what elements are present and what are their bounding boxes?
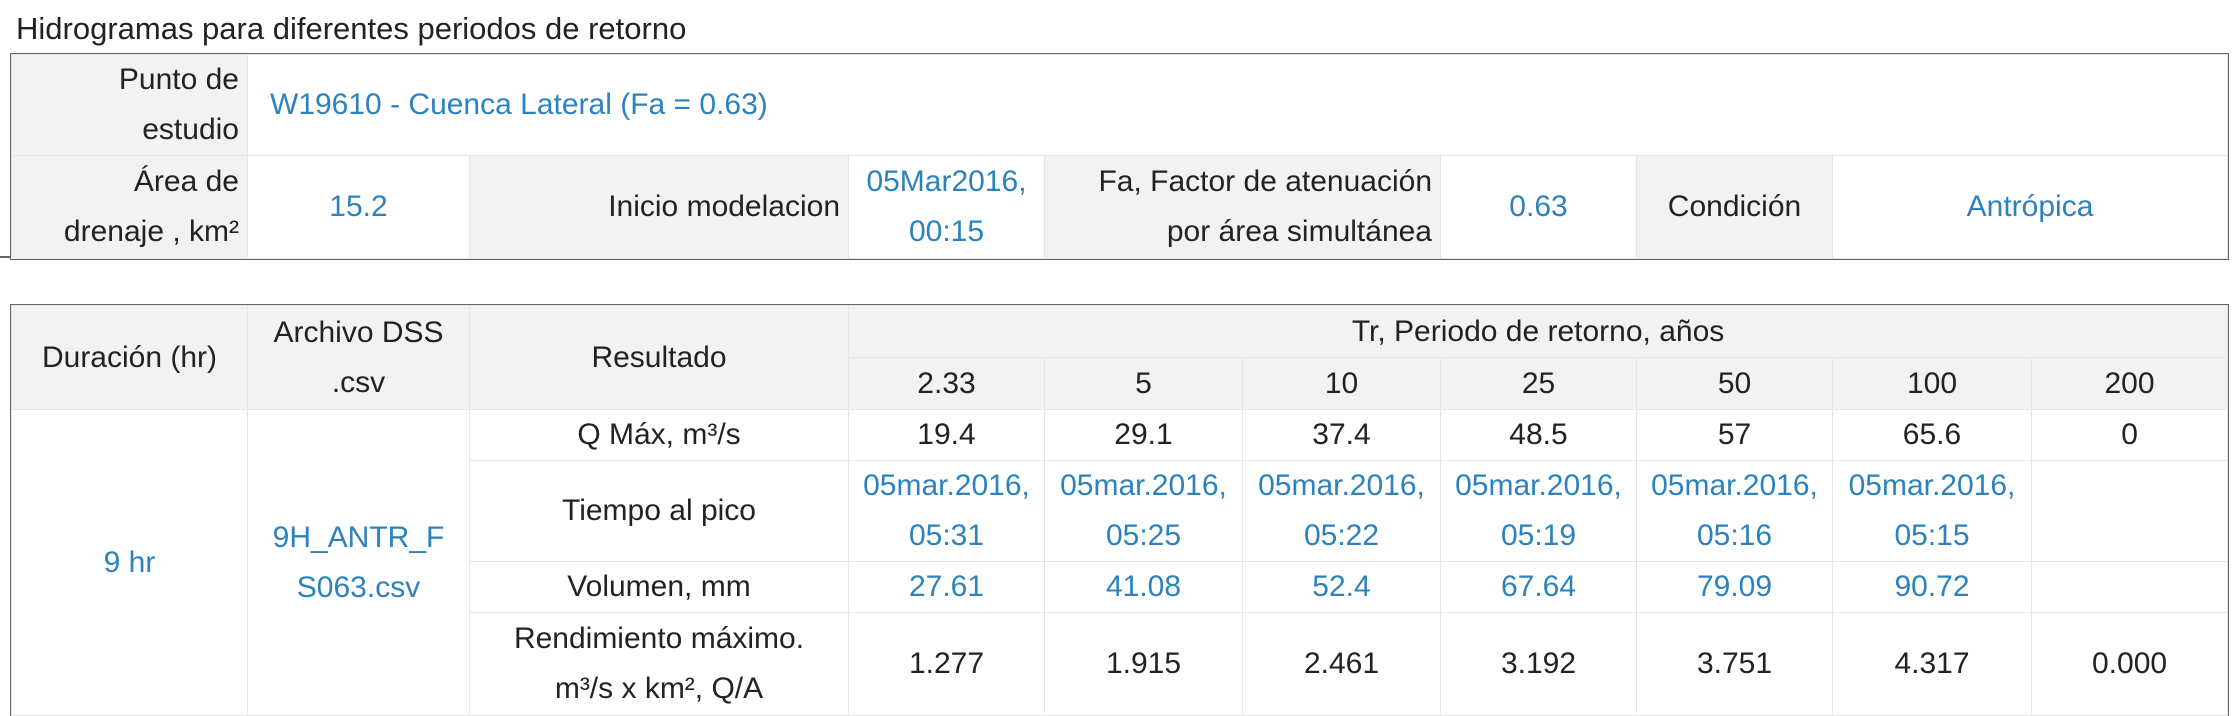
value: 05mar.2016, 05:16 xyxy=(1651,469,1818,552)
value-cell: 48.5 xyxy=(1440,409,1637,461)
label: Fa, Factor de atenuación por área simult… xyxy=(1044,155,1441,259)
value-cell: 4.317 xyxy=(1832,612,2032,716)
row-label: Rendimiento máximo. m³/s x km², Q/A xyxy=(513,622,805,705)
value-cell: 05mar.2016, 05:31 xyxy=(848,460,1045,562)
value: 27.61 xyxy=(908,570,985,603)
value-cell: 3.192 xyxy=(1440,612,1637,716)
value: W19610 - Cuenca Lateral (Fa = 0.63) xyxy=(246,54,2229,156)
value-cell: 05mar.2016, 05:22 xyxy=(1242,460,1441,562)
value-cell: 0 xyxy=(2030,409,2229,461)
value: 65.6 xyxy=(1902,418,1962,451)
value: 1.915 xyxy=(1105,647,1182,680)
value: 0 xyxy=(2121,418,2138,451)
label: Condición xyxy=(1636,155,1833,259)
value-cell: 0.000 xyxy=(2030,612,2229,716)
value-cell: 19.4 xyxy=(848,409,1045,461)
value: 05mar.2016, 05:15 xyxy=(1848,469,2016,552)
value: Antrópica xyxy=(1831,155,2229,259)
value: 4.317 xyxy=(1894,647,1970,680)
value-cell: 05mar.2016, 05:16 xyxy=(1636,460,1833,562)
value: 15.2 xyxy=(247,155,470,259)
value: 19.4 xyxy=(917,418,976,451)
row-label-cell: Rendimiento máximo. m³/s x km², Q/A xyxy=(469,612,849,716)
value: 90.72 xyxy=(1894,570,1970,603)
value-cell: 52.4 xyxy=(1242,561,1441,613)
header: Resultado xyxy=(469,305,849,410)
value-cell: 79.09 xyxy=(1636,561,1833,613)
results-body: Duración (hr) Archivo DSS .csv Resultado… xyxy=(11,305,2229,716)
header: Archivo DSS .csv xyxy=(247,305,470,410)
value: 37.4 xyxy=(1312,418,1371,451)
value: 05mar.2016, 05:19 xyxy=(1455,469,1622,552)
value: 79.09 xyxy=(1696,570,1773,603)
value-cell: 1.277 xyxy=(848,612,1045,716)
value-cell: 67.64 xyxy=(1440,561,1637,613)
value: 48.5 xyxy=(1509,418,1568,451)
value-cell: 05mar.2016, 05:15 xyxy=(1832,460,2032,562)
value: 2.461 xyxy=(1303,647,1380,680)
result-row: Rendimiento máximo. m³/s x km², Q/A 1.277… xyxy=(12,612,2229,716)
header: Duración (hr) xyxy=(11,305,248,410)
value-cell: 27.61 xyxy=(848,561,1045,613)
value: 05mar.2016, 05:25 xyxy=(1060,469,1227,552)
period-header: 2.33 xyxy=(848,357,1045,410)
value: 67.64 xyxy=(1500,570,1577,603)
value-cell: 37.4 xyxy=(1242,409,1441,461)
value-cell: 57 xyxy=(1636,409,1833,461)
period-header: 25 xyxy=(1440,357,1637,410)
value-cell: 29.1 xyxy=(1044,409,1243,461)
row-label: Volumen, mm xyxy=(567,570,751,603)
page-title: Hidrogramas para diferentes periodos de … xyxy=(16,11,687,46)
value-cell: 2.461 xyxy=(1242,612,1441,716)
period-header: 10 xyxy=(1242,357,1441,410)
result-row: Volumen, mm 27.61 41.08 52.4 67.64 79.09 90.72 xyxy=(12,561,2229,613)
value: 1.277 xyxy=(908,647,985,680)
duration: 9 hr xyxy=(11,409,248,716)
row-label-cell: Tiempo al pico xyxy=(469,460,849,562)
file: 9H_ANTR_FS063.csv xyxy=(272,520,445,604)
value-cell: 65.6 xyxy=(1832,409,2032,461)
result-row: 9 hr 9H_ANTR_FS063.csv Q Máx, m³/s 19.4 29.1… xyxy=(11,409,2229,716)
value: 05mar.2016, 05:31 xyxy=(863,469,1030,552)
value-cell xyxy=(2030,460,2229,562)
file-cell: 9H_ANTR_FS063.csv xyxy=(247,409,470,716)
divider xyxy=(0,256,12,258)
row-label: Q Máx, m³/s xyxy=(577,418,741,451)
value-cell xyxy=(2030,561,2229,613)
row-label-cell: Q Máx, m³/s xyxy=(469,409,849,461)
header-text: Archivo DSS .csv xyxy=(273,315,444,399)
value: 29.1 xyxy=(1114,418,1173,451)
period-header: 50 xyxy=(1636,357,1833,410)
value-cell: 05mar.2016, 05:19 xyxy=(1440,460,1637,562)
label: Inicio modelacion xyxy=(469,155,849,259)
row-label-cell: Volumen, mm xyxy=(469,561,849,613)
period-header: 100 xyxy=(1832,357,2032,410)
label-cell: Área de drenaje , km² xyxy=(11,155,248,259)
value: 3.751 xyxy=(1696,647,1773,680)
value: 3.192 xyxy=(1500,647,1577,680)
label-cell: Punto de estudio xyxy=(11,54,248,156)
value-cell: 3.751 xyxy=(1636,612,1833,716)
value: 05Mar2016, 00:15 xyxy=(848,155,1045,259)
label: Área de drenaje , km² xyxy=(63,165,239,248)
value: 57 xyxy=(1717,418,1752,451)
row-label: Tiempo al pico xyxy=(562,494,756,527)
period-header: 5 xyxy=(1044,357,1243,410)
result-row: Tiempo al pico 05mar.2016, 05:31 05mar.201… xyxy=(12,460,2229,562)
header: Tr, Periodo de retorno, años xyxy=(847,305,2229,358)
value: 05mar.2016, 05:22 xyxy=(1258,469,1425,552)
value-cell: 90.72 xyxy=(1832,561,2032,613)
value: 0.000 xyxy=(2091,647,2168,680)
value: 41.08 xyxy=(1105,570,1182,603)
value: 52.4 xyxy=(1312,570,1371,603)
label: Punto de estudio xyxy=(118,63,239,146)
summary-table: Punto de estudio W19610 - Cuenca Lateral… xyxy=(9,53,2230,260)
results-table: Duración (hr) Archivo DSS .csv Resultado… xyxy=(9,304,2230,716)
value: 0.63 xyxy=(1440,155,1637,259)
value-cell: 1.915 xyxy=(1044,612,1243,716)
period-header: 200 xyxy=(2030,357,2229,410)
value-cell: 05mar.2016, 05:25 xyxy=(1044,460,1243,562)
value-cell: 41.08 xyxy=(1044,561,1243,613)
